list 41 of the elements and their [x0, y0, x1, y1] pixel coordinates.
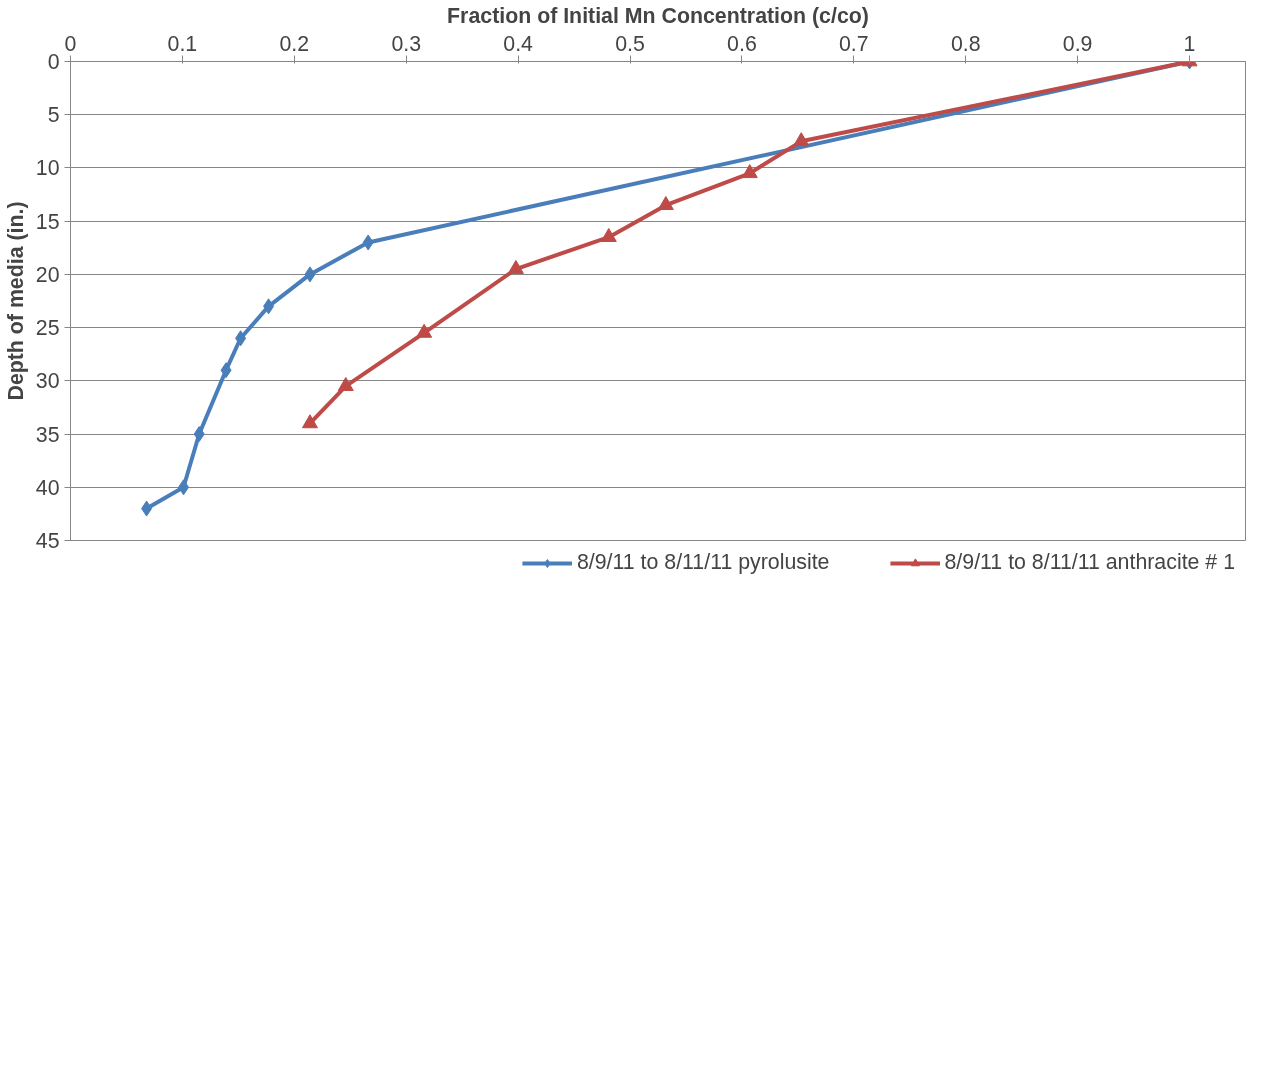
x-tick-label: 0.1	[167, 31, 198, 56]
point	[220, 362, 232, 379]
y-tick-label: 30	[35, 369, 60, 394]
y-tick-label: 10	[35, 156, 60, 181]
point	[141, 500, 153, 517]
x-axis-title: Fraction of Initial Mn Concentration (c/co)	[447, 3, 869, 28]
point	[304, 266, 316, 283]
y-tick-label: 35	[35, 422, 60, 447]
point	[178, 479, 190, 496]
x-tick-label: 0.7	[839, 31, 869, 56]
x-tick-label: 0.2	[279, 31, 310, 56]
x-tick-label: 0.5	[615, 31, 645, 56]
point	[741, 164, 758, 179]
point	[657, 196, 674, 211]
y-tick-label: 15	[35, 209, 60, 234]
point	[235, 330, 247, 347]
x-tick-label: 0.4	[503, 31, 534, 56]
x-tick-label: 1	[1183, 31, 1196, 56]
y-tick-label: 25	[35, 316, 60, 341]
x-tick-label: 0.8	[950, 31, 981, 56]
y-tick-label: 0	[47, 50, 60, 74]
y-tick-label: 40	[35, 475, 60, 500]
x-tick-label: 0.3	[391, 31, 422, 56]
point	[416, 323, 433, 338]
x-tick-label: 0	[64, 31, 77, 56]
point	[507, 259, 524, 274]
point	[193, 426, 205, 443]
point	[600, 227, 617, 242]
y-tick-label: 45	[35, 529, 60, 553]
point	[337, 377, 354, 391]
x-tick-label: 0.9	[1062, 31, 1093, 56]
point	[263, 298, 275, 315]
point	[301, 414, 318, 429]
legend-label: 8/9/11 to 8/11/11 pyrolusite	[576, 550, 830, 575]
x-tick-label: 0.6	[727, 31, 757, 56]
point	[362, 234, 374, 251]
y-axis-title: Depth of media (in.)	[3, 201, 28, 401]
point	[793, 132, 810, 147]
y-tick-label: 5	[47, 103, 60, 128]
legend-label: 8/9/11 to 8/11/11 anthracite # 1	[944, 550, 1235, 575]
y-tick-label: 20	[35, 262, 60, 287]
